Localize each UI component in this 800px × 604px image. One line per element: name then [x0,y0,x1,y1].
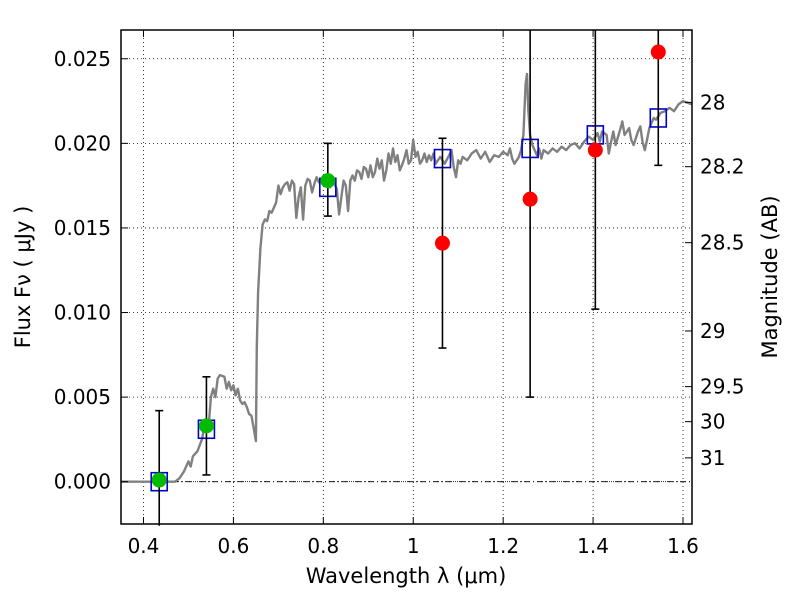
x-tick-label: 1 [407,534,420,558]
y-tick-label: 0.005 [54,385,111,409]
observed-flux-point [151,472,167,488]
y2-tick-label: 28.5 [700,231,745,255]
y2-tick-label: 31 [700,446,725,470]
observed-points-layer [151,44,666,488]
y-tick-label: 0.020 [54,131,111,155]
y2-tick-label: 28 [700,90,725,114]
y-tick-label: 0.025 [54,47,111,71]
x-tick-label: 0.6 [217,534,249,558]
observed-flux-point [587,142,603,158]
x-tick-label: 1.6 [667,534,699,558]
y2-tick-label: 30 [700,410,725,434]
x-tick-label: 0.8 [307,534,339,558]
error-bars-layer [155,30,663,526]
y-tick-label: 0.015 [54,216,111,240]
template-sed-layer [121,72,693,483]
template-sed-line [121,72,693,483]
observed-flux-point [320,173,336,189]
y-tick-label: 0.010 [54,301,111,325]
y-axis-title: Flux Fν ( μJy ) [11,206,35,349]
observed-flux-point [198,418,214,434]
axis-ticks: 0.4 0.6 0.8 1 1.2 1.4 1.6 0.000 0.005 0.010 0.015 0… [54,30,745,558]
observed-flux-point [434,235,450,251]
x-tick-label: 1.2 [487,534,519,558]
observed-flux-point [522,191,538,207]
y2-tick-label: 29 [700,319,725,343]
y2-tick-label: 29.5 [700,375,745,399]
y-tick-label: 0.000 [54,470,111,494]
y2-tick-label: 28.2 [700,155,745,179]
x-axis-title: Wavelength λ (μm) [306,564,507,588]
x-tick-label: 1.4 [577,534,609,558]
observed-flux-point [650,44,666,60]
x-tick-label: 0.4 [128,534,160,558]
y2-axis-title: Magnitude (AB) [758,195,782,358]
plot-frame [120,29,693,525]
